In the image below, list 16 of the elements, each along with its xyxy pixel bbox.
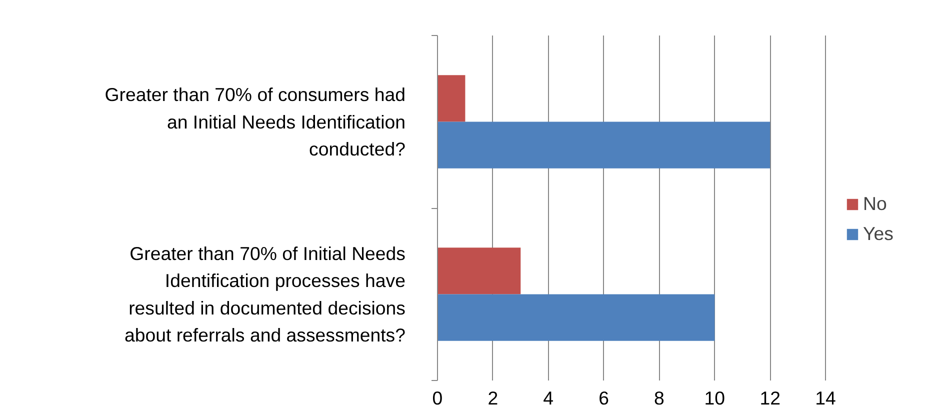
- x-tick-label: 2: [488, 388, 498, 408]
- legend-label: No: [863, 193, 887, 215]
- x-tick-label: 4: [543, 388, 554, 408]
- bar: [438, 75, 466, 122]
- bar: [438, 122, 770, 168]
- bar: [438, 248, 521, 294]
- x-tick-label: 0: [432, 388, 443, 408]
- x-tick-label: 8: [654, 388, 664, 408]
- x-tick-label: 12: [760, 388, 780, 408]
- bar: [438, 294, 715, 341]
- x-tick-label: 10: [704, 388, 726, 408]
- y-tick-label: Greater than 70% of Initial Needs Identification processes have resulted in documented decisions about referrals and assessments?: [124, 242, 406, 346]
- x-tick-label: 6: [598, 388, 609, 408]
- legend-label: Yes: [863, 223, 894, 245]
- y-tick-label: Greater than 70% of consumers had an Initial Needs Identification conducted?: [104, 84, 406, 160]
- x-tick-label: 14: [815, 388, 836, 408]
